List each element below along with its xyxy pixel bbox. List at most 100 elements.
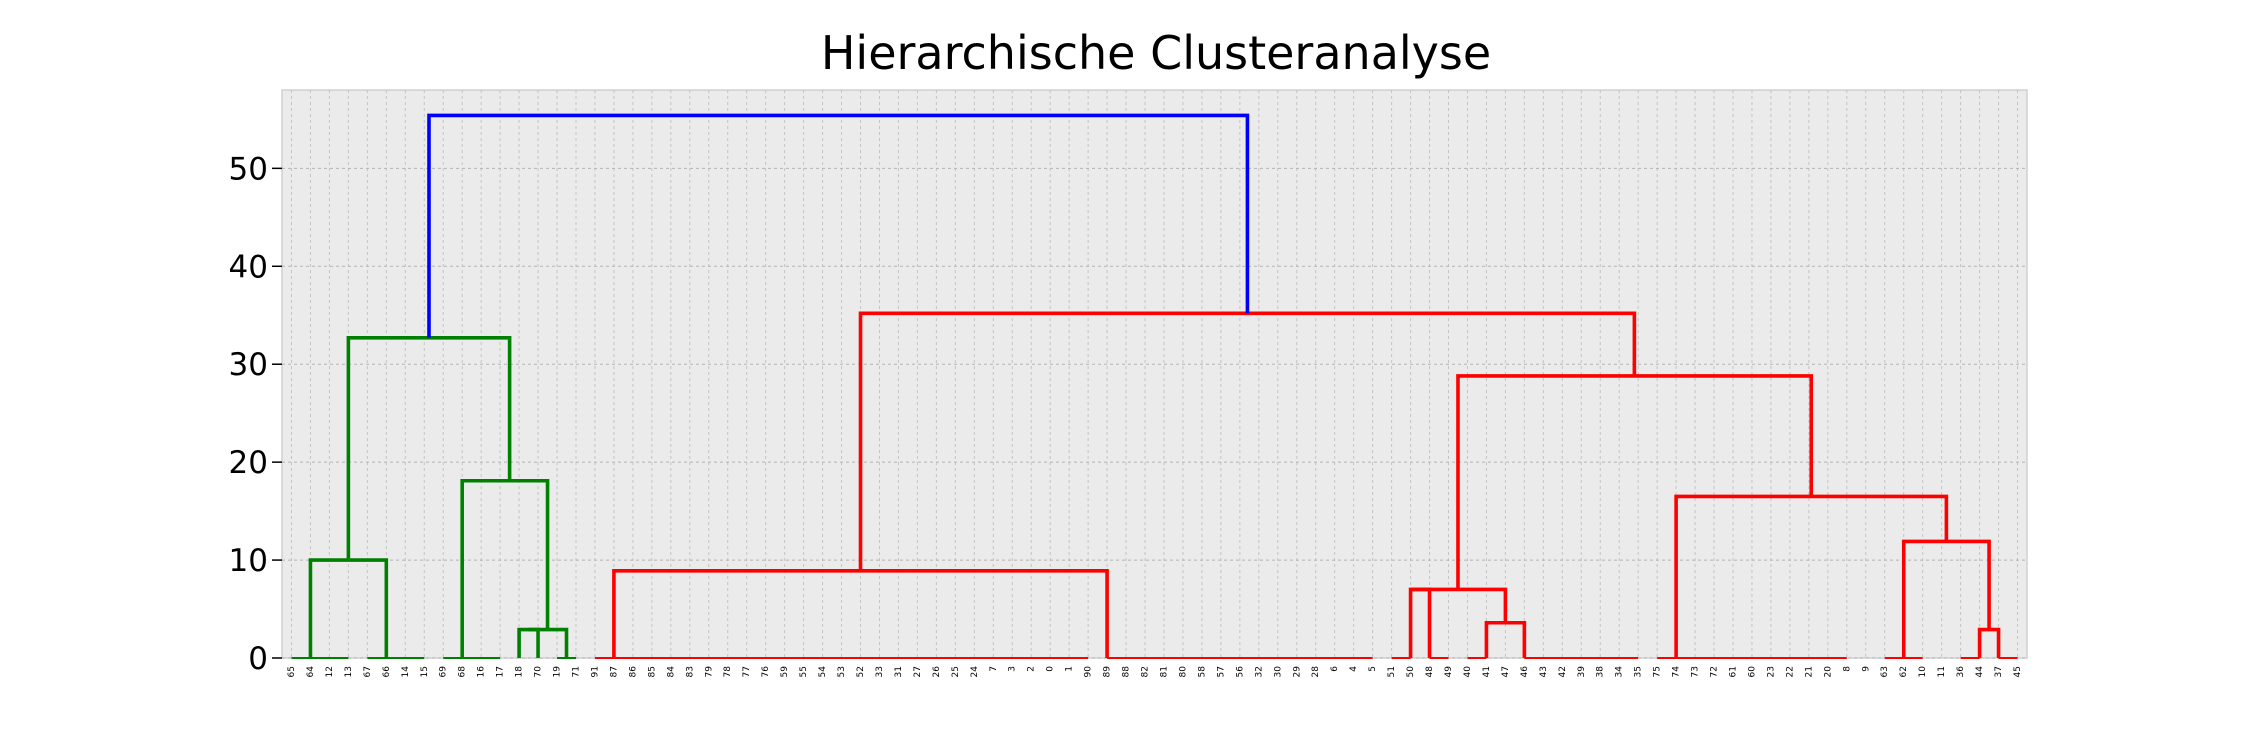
- x-tick-label: 78: [723, 666, 733, 678]
- x-tick-label: 34: [1615, 666, 1625, 678]
- x-tick-label: 27: [913, 666, 923, 677]
- x-tick-label: 14: [401, 666, 411, 678]
- x-tick-label: 33: [875, 666, 885, 677]
- x-tick-label: 71: [571, 666, 581, 677]
- x-tick-label: 70: [534, 666, 544, 678]
- x-tick-label: 55: [799, 666, 809, 677]
- x-tick-label: 50: [1406, 666, 1416, 678]
- x-tick-label: 20: [1823, 666, 1833, 678]
- plot-background: [281, 89, 2028, 659]
- x-tick-label: 11: [1937, 666, 1947, 677]
- x-tick-label: 5: [1368, 666, 1378, 672]
- y-tick-label: 40: [229, 249, 268, 285]
- x-tick-label: 69: [439, 666, 449, 678]
- x-tick-label: 80: [1178, 666, 1188, 678]
- x-tick-label: 72: [1710, 666, 1720, 677]
- x-tick-label: 88: [1122, 666, 1132, 678]
- x-tick-label: 66: [382, 666, 392, 678]
- x-tick-label: 0: [1046, 666, 1056, 672]
- x-tick-label: 58: [1197, 666, 1207, 678]
- x-tick-label: 40: [1463, 666, 1473, 678]
- x-tick-label: 48: [1425, 666, 1435, 678]
- x-tick-label: 87: [609, 666, 619, 677]
- dendrogram-link-green: [460, 478, 550, 658]
- x-tick-label: 82: [1141, 666, 1151, 677]
- x-tick-label: 29: [1292, 666, 1302, 678]
- x-tick-label: 79: [704, 666, 714, 678]
- dendrogram-link-red: [1484, 620, 1527, 658]
- x-tick-label: 16: [477, 666, 487, 678]
- x-tick-label: 2: [1027, 666, 1037, 672]
- grid-lines: [282, 90, 2027, 659]
- y-tick-label: 30: [229, 347, 268, 383]
- x-tick-label: 61: [1729, 666, 1739, 677]
- x-tick-label: 74: [1672, 666, 1682, 678]
- x-tick-label: 7: [989, 666, 999, 672]
- x-tick-label: 18: [515, 666, 525, 678]
- dendrogram-link-red: [1410, 587, 1508, 623]
- x-tick-label: 47: [1501, 666, 1511, 677]
- x-tick-label: 51: [1387, 666, 1397, 677]
- x-tick-label: 46: [1520, 666, 1530, 678]
- x-tick-label: 41: [1482, 666, 1492, 677]
- x-tick-label: 81: [1159, 666, 1169, 677]
- x-tick-label: 67: [363, 666, 373, 677]
- x-tick-label: 83: [685, 666, 695, 677]
- x-tick-label: 8: [1842, 666, 1852, 672]
- x-tick-label: 60: [1747, 666, 1757, 678]
- dendrogram-link-red: [858, 311, 1637, 571]
- x-tick-label: 57: [1216, 666, 1226, 677]
- x-axis-ticks: 65 64 12 13 67 66 14 15 69 68 16 17 18 70 19 71 91 87 86 85…: [287, 666, 2023, 678]
- x-tick-label: 1: [1065, 666, 1075, 672]
- x-tick-label: 6: [1330, 666, 1340, 672]
- x-tick-label: 84: [666, 666, 676, 678]
- x-tick-label: 4: [1349, 666, 1359, 672]
- x-tick-label: 24: [970, 666, 980, 678]
- x-tick-label: 73: [1691, 666, 1701, 677]
- x-tick-label: 75: [1653, 666, 1663, 677]
- x-tick-label: 23: [1766, 666, 1776, 677]
- dendrogram-link-blue: [427, 113, 1250, 338]
- x-tick-label: 28: [1311, 666, 1321, 678]
- x-tick-label: 37: [1994, 666, 2004, 677]
- x-tick-label: 90: [1084, 666, 1094, 678]
- y-tick-label: 0: [248, 641, 268, 677]
- x-tick-label: 3: [1008, 666, 1018, 672]
- dendrogram-link-green: [517, 627, 540, 658]
- y-axis-ticks: 0 10 20 30 40 50: [229, 151, 282, 677]
- x-tick-label: 86: [628, 666, 638, 678]
- y-tick-label: 10: [229, 543, 268, 579]
- x-tick-label: 21: [1804, 666, 1814, 677]
- x-tick-label: 15: [420, 666, 430, 677]
- dendrogram-link-red: [1456, 374, 1814, 590]
- x-tick-label: 17: [496, 666, 506, 677]
- y-tick-label: 50: [229, 151, 268, 187]
- x-tick-label: 62: [1899, 666, 1909, 677]
- x-tick-label: 19: [553, 666, 563, 678]
- x-tick-label: 13: [344, 666, 354, 677]
- y-tick-label: 20: [229, 445, 268, 481]
- x-tick-label: 54: [818, 666, 828, 678]
- x-tick-label: 64: [306, 666, 316, 678]
- x-tick-label: 65: [287, 666, 297, 677]
- x-tick-label: 53: [837, 666, 847, 677]
- x-tick-label: 9: [1861, 666, 1871, 672]
- x-tick-label: 77: [742, 666, 752, 677]
- x-tick-label: 91: [590, 666, 600, 677]
- x-tick-label: 68: [458, 666, 468, 678]
- dendrogram-link-green: [528, 627, 569, 658]
- x-tick-label: 32: [1254, 666, 1264, 677]
- x-tick-label: 35: [1634, 666, 1644, 677]
- x-tick-label: 39: [1577, 666, 1587, 678]
- x-tick-label: 38: [1596, 666, 1606, 678]
- x-tick-label: 56: [1235, 666, 1245, 678]
- x-tick-label: 12: [325, 666, 335, 677]
- x-tick-label: 59: [780, 666, 790, 678]
- x-tick-label: 26: [932, 666, 942, 678]
- x-tick-label: 52: [856, 666, 866, 677]
- x-tick-label: 22: [1785, 666, 1795, 677]
- x-tick-label: 10: [1918, 666, 1928, 678]
- x-tick-label: 76: [761, 666, 771, 678]
- x-tick-label: 85: [647, 666, 657, 677]
